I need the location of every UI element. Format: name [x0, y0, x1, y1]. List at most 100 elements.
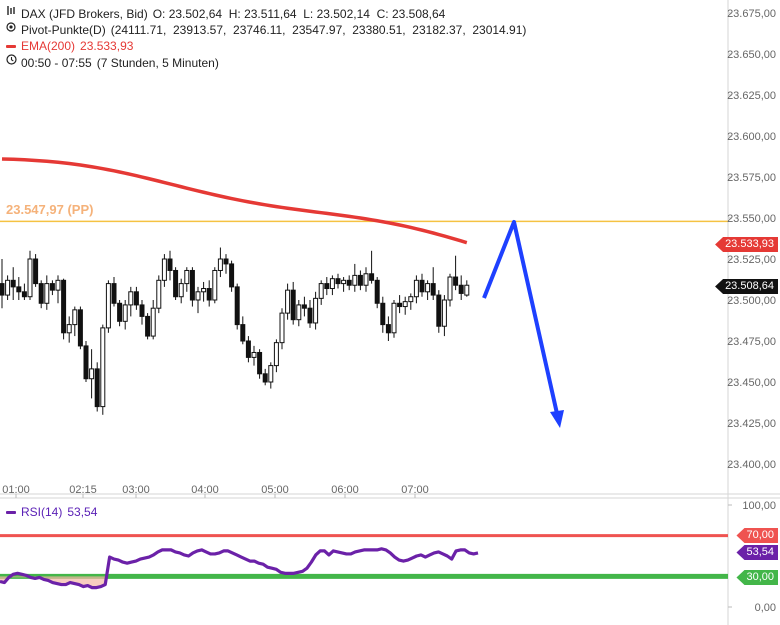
- candle-body-down: [117, 302, 123, 322]
- candle-body-up: [363, 273, 369, 286]
- instrument-name: DAX (JFD Brokers, Bid): [21, 6, 148, 21]
- candle: [167, 250, 173, 281]
- legend-ema-row[interactable]: EMA(200) 23.533,93: [6, 38, 526, 54]
- candle-body-up: [352, 274, 358, 286]
- x-tick-label: 04:00: [191, 484, 219, 496]
- rsi-legend[interactable]: RSI(14) 53,54: [6, 505, 97, 519]
- x-tick-label: 02:15: [69, 484, 97, 496]
- candle: [38, 280, 44, 309]
- candle-body-up: [251, 351, 257, 358]
- ema-value: 23.533,93: [80, 39, 134, 53]
- candle: [66, 316, 72, 343]
- candle-body-up: [150, 307, 156, 337]
- pivot-name: Pivot-Punkte(D): [21, 23, 106, 37]
- candle-body-down: [301, 304, 307, 309]
- candle-body-down: [380, 302, 386, 326]
- candle-body-up: [441, 299, 447, 327]
- candle-body-up: [391, 302, 397, 334]
- y-tick-label: 23.450,00: [727, 377, 776, 389]
- candle-body-down: [458, 284, 464, 294]
- legend-instrument-row[interactable]: DAX (JFD Brokers, Bid) O: 23.502,64 H: 2…: [6, 5, 526, 22]
- candle-body-down: [139, 304, 145, 317]
- candle-body-up: [105, 283, 111, 329]
- candle-body-up: [329, 278, 335, 290]
- candle-body-up: [408, 296, 414, 303]
- candle-body-up: [313, 297, 319, 324]
- ema-price-badge: 23.533,93: [715, 237, 778, 252]
- ema-series-line: [1, 157, 468, 245]
- candle-body-down: [307, 307, 313, 324]
- candle-body-down: [453, 276, 459, 286]
- candle-body-down: [335, 278, 341, 285]
- candle: [464, 280, 470, 297]
- candle-body-down: [38, 283, 44, 304]
- candle-body-down: [257, 351, 263, 375]
- pivot-values: (24111.71, 23913.57, 23746.11, 23547.97,…: [110, 23, 527, 37]
- candle: [206, 280, 212, 307]
- candle: [436, 290, 442, 333]
- candle: [335, 273, 341, 289]
- rsi-pane: 100,00 0,00: [0, 500, 776, 614]
- chart-type-icon: [6, 5, 16, 22]
- candle: [251, 345, 257, 366]
- rsi-upper-badge: 70,00: [736, 528, 778, 543]
- candle-body-down: [234, 286, 240, 326]
- candle-body-down: [419, 279, 425, 293]
- candle-body-up: [156, 279, 162, 309]
- candle: [10, 267, 16, 300]
- candle: [268, 362, 274, 389]
- candle-body-down: [430, 283, 436, 296]
- candle: [391, 300, 397, 338]
- candle-body-down: [77, 309, 83, 347]
- candle: [83, 341, 89, 382]
- candle: [49, 280, 55, 296]
- candle: [229, 260, 235, 292]
- y-tick-label: 23.550,00: [727, 213, 776, 225]
- candle: [139, 300, 145, 325]
- candle: [212, 267, 218, 304]
- candle: [257, 349, 263, 379]
- candle-body-up: [402, 301, 408, 308]
- candle-body-up: [318, 283, 324, 299]
- candle: [296, 300, 302, 327]
- candle-body-down: [324, 283, 330, 290]
- candle: [72, 306, 78, 337]
- candle: [133, 286, 139, 310]
- candle-body-up: [184, 269, 190, 285]
- candle: [184, 267, 190, 292]
- candle-body-down: [173, 269, 179, 298]
- candle-body-down: [16, 286, 22, 293]
- candle-body-down: [240, 324, 246, 342]
- candle: [117, 300, 123, 327]
- candle-body-up: [122, 304, 128, 322]
- chart-legend: DAX (JFD Brokers, Bid) O: 23.502,64 H: 2…: [6, 5, 526, 71]
- candle: [156, 275, 162, 314]
- y-tick-label: 23.425,00: [727, 418, 776, 430]
- ema-line-icon: [6, 38, 16, 54]
- legend-pivot-row[interactable]: Pivot-Punkte(D) (24111.71, 23913.57, 237…: [6, 22, 526, 38]
- candle: [425, 280, 431, 300]
- candle-body-down: [21, 291, 27, 298]
- candle-body-up: [5, 279, 11, 296]
- candle-body-up: [279, 312, 285, 344]
- candle-body-up: [217, 258, 223, 271]
- rsi-value: 53,54: [67, 505, 98, 519]
- y-axis: 23.675,00 23.650,00 23.625,00 23.600,00 23.5…: [727, 8, 776, 471]
- candle-body-down: [245, 340, 251, 358]
- candle-body-down: [145, 315, 151, 337]
- candle: [369, 250, 375, 284]
- y-tick-label: 23.575,00: [727, 172, 776, 184]
- rsi-line-icon: [6, 510, 16, 514]
- candle: [240, 316, 246, 345]
- candle: [413, 275, 419, 304]
- candle: [329, 275, 335, 296]
- candle-body-down: [111, 283, 117, 304]
- candle: [313, 291, 319, 330]
- candle: [341, 277, 347, 292]
- candle-body-up: [161, 258, 167, 281]
- candle: [245, 336, 251, 363]
- candle: [145, 313, 151, 340]
- candle-body-down: [167, 258, 173, 271]
- candle-body-down: [133, 291, 139, 306]
- candle: [374, 277, 380, 309]
